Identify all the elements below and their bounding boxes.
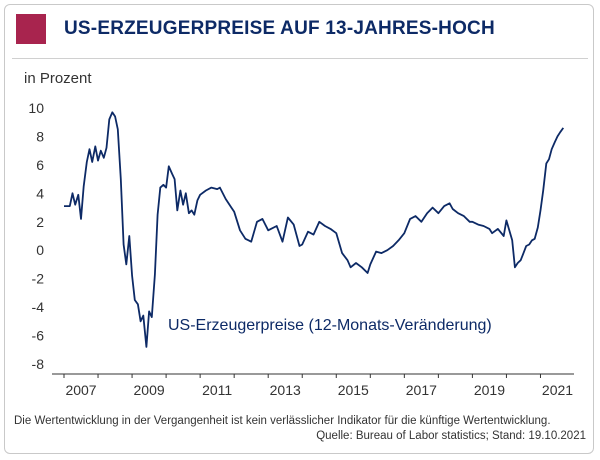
x-tick-label: 2019 bbox=[474, 382, 505, 398]
y-tick-label: 6 bbox=[36, 157, 44, 173]
y-tick-label: 8 bbox=[36, 128, 44, 144]
y-tick-label: -8 bbox=[32, 356, 45, 372]
y-tick-label: -6 bbox=[32, 328, 45, 344]
source-text: Quelle: Bureau of Labor statistics; Stan… bbox=[316, 430, 586, 442]
y-tick-label: 0 bbox=[36, 242, 44, 258]
y-axis-label: in Prozent bbox=[24, 70, 92, 87]
x-tick-label: 2021 bbox=[542, 382, 573, 398]
series-annotation: US-Erzeugerpreise (12-Monats-Veränderung… bbox=[168, 317, 492, 334]
y-tick-label: -2 bbox=[32, 271, 45, 287]
disclaimer-text: Die Wertentwicklung in der Vergangenheit… bbox=[14, 415, 551, 427]
y-tick-label: 10 bbox=[28, 100, 44, 116]
page-title: US-ERZEUGERPREISE AUF 13-JAHRES-HOCH bbox=[64, 18, 495, 39]
y-tick-labels: 10 8 6 4 2 0 -2 -4 -6 -8 bbox=[28, 100, 44, 372]
x-tick-marks bbox=[63, 374, 541, 378]
y-tick-label: -4 bbox=[32, 299, 45, 315]
x-tick-label: 2007 bbox=[65, 382, 96, 398]
brand-square bbox=[16, 14, 46, 44]
x-tick-labels: 2007 2009 2011 2013 2015 2017 2019 2021 bbox=[65, 382, 573, 398]
x-tick-label: 2009 bbox=[134, 382, 165, 398]
x-tick-label: 2011 bbox=[202, 382, 232, 398]
x-tick-label: 2015 bbox=[338, 382, 369, 398]
series-line bbox=[64, 111, 565, 348]
header-divider bbox=[12, 58, 588, 59]
y-tick-label: 4 bbox=[36, 185, 44, 201]
footnote: Die Wertentwicklung in der Vergangenheit… bbox=[14, 414, 586, 444]
chart-frame bbox=[4, 4, 594, 454]
x-tick-label: 2017 bbox=[406, 382, 437, 398]
x-tick-label: 2013 bbox=[270, 382, 301, 398]
y-tick-label: 2 bbox=[36, 214, 44, 230]
series-group bbox=[64, 111, 565, 348]
